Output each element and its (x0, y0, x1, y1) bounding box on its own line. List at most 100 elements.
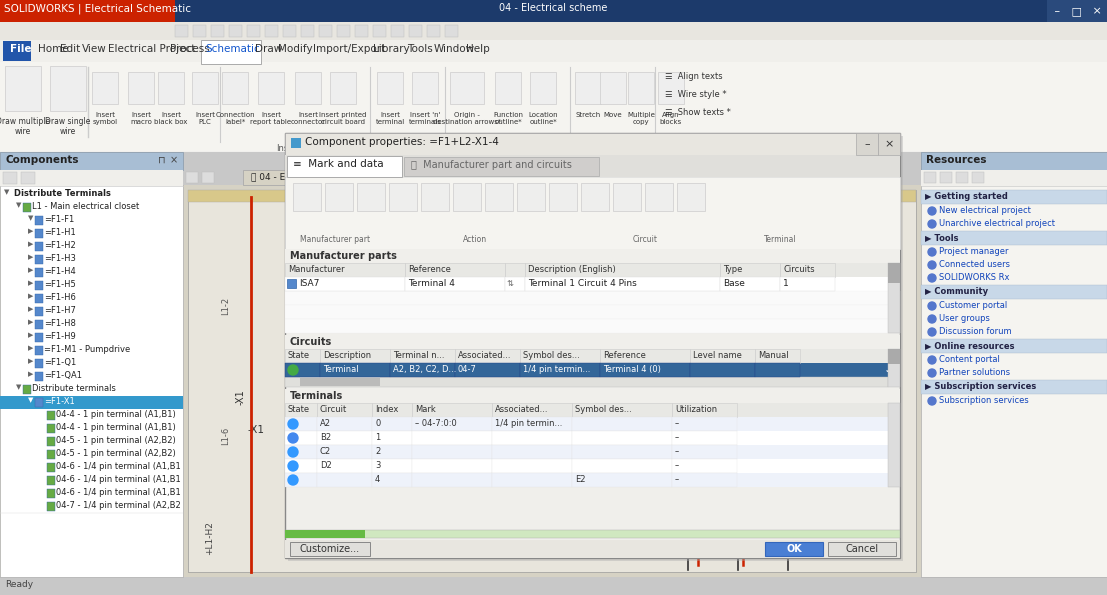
Bar (284, 473, 900, 487)
Text: ▶: ▶ (28, 241, 33, 247)
Bar (520, 349, 600, 363)
Text: Insert printed
circuit board: Insert printed circuit board (319, 112, 366, 125)
Text: 04-7: 04-7 (458, 365, 477, 374)
Bar (888, 263, 900, 333)
Bar (35, 229, 43, 238)
Bar (572, 459, 672, 473)
Text: □: □ (1068, 6, 1086, 16)
Bar (287, 279, 296, 288)
Text: Action: Action (463, 235, 487, 244)
Text: Help: Help (466, 44, 489, 54)
Text: Type: Type (723, 265, 743, 274)
Text: Circuits: Circuits (290, 337, 332, 347)
Text: 🔧  Manufacturer part and circuits: 🔧 Manufacturer part and circuits (411, 160, 572, 170)
Bar (0, 152, 1107, 170)
Bar (530, 72, 556, 104)
Bar (320, 363, 390, 377)
Text: –: – (675, 419, 680, 428)
Text: File: File (10, 44, 31, 54)
Text: =F1-H7: =F1-H7 (44, 306, 76, 315)
Bar (672, 431, 737, 445)
Bar (921, 380, 1107, 394)
Text: 04-5 - 1 pin terminal (A2,B2): 04-5 - 1 pin terminal (A2,B2) (56, 436, 176, 445)
Bar (0, 170, 183, 186)
Circle shape (928, 248, 937, 256)
Bar (301, 25, 314, 37)
Bar (600, 349, 690, 363)
Bar (412, 417, 492, 431)
Bar (525, 277, 720, 291)
Text: =F1-H9: =F1-H9 (44, 332, 75, 341)
Bar (390, 349, 455, 363)
Bar (372, 431, 412, 445)
Bar (600, 363, 690, 377)
Bar (23, 385, 31, 394)
Bar (284, 473, 317, 487)
Bar (284, 417, 900, 431)
Bar (284, 431, 900, 445)
Bar (921, 170, 1107, 577)
Bar (284, 249, 900, 263)
Bar (1087, 0, 1107, 22)
Text: ⊓: ⊓ (158, 155, 166, 165)
Text: =F1-M1 - Pumpdrive: =F1-M1 - Pumpdrive (44, 345, 131, 354)
Bar (921, 285, 1107, 299)
Text: Description: Description (323, 351, 371, 360)
Text: L3-6: L3-6 (728, 464, 738, 485)
Text: ☰  Show texts *: ☰ Show texts * (665, 108, 731, 117)
Text: C2: C2 (320, 447, 331, 456)
Bar (0, 0, 175, 22)
Text: –: – (675, 447, 680, 456)
Bar (0, 40, 1107, 62)
Text: Draw single
wire: Draw single wire (45, 117, 91, 136)
Bar (613, 183, 641, 211)
Bar (284, 305, 900, 319)
Bar (355, 25, 368, 37)
Bar (35, 333, 43, 342)
Text: ▶: ▶ (28, 280, 33, 286)
Bar (755, 349, 800, 363)
Text: Stretch: Stretch (576, 112, 601, 118)
Bar (284, 417, 317, 431)
Text: =F1-Q1: =F1-Q1 (44, 358, 76, 367)
Text: ▶ Community: ▶ Community (925, 287, 989, 296)
Bar (658, 72, 684, 104)
Text: Manufacturer parts: Manufacturer parts (290, 251, 397, 261)
Text: L1 - Main electrical closet: L1 - Main electrical closet (32, 202, 139, 211)
Text: Insert
connector: Insert connector (290, 112, 325, 125)
Text: 04-4 - 1 pin terminal (A1,B1): 04-4 - 1 pin terminal (A1,B1) (56, 423, 176, 432)
Circle shape (928, 220, 937, 228)
Bar (35, 268, 43, 277)
Bar (223, 72, 248, 104)
Bar (284, 363, 900, 377)
Text: Associated...: Associated... (458, 351, 511, 360)
Text: Electrical Project: Electrical Project (108, 44, 195, 54)
Text: 1/4 pin termin...: 1/4 pin termin... (495, 419, 562, 428)
Bar (921, 231, 1107, 245)
Bar (517, 183, 545, 211)
Bar (183, 170, 921, 185)
Text: Insertion: Insertion (277, 144, 313, 153)
Text: –: – (675, 433, 680, 442)
Text: Index: Index (375, 405, 399, 414)
Bar (492, 403, 572, 417)
Text: Draw multiple
wire: Draw multiple wire (0, 117, 50, 136)
Bar (485, 183, 513, 211)
Circle shape (928, 315, 937, 323)
Bar (0, 62, 1107, 152)
Text: –: – (865, 139, 870, 149)
Bar (672, 417, 737, 431)
Bar (284, 349, 320, 363)
Bar (372, 445, 412, 459)
Bar (427, 25, 439, 37)
Text: ▶: ▶ (28, 319, 33, 325)
Text: ISA7: ISA7 (299, 279, 320, 288)
Bar (317, 403, 372, 417)
Bar (412, 431, 492, 445)
Text: ▶: ▶ (28, 332, 33, 338)
Bar (35, 216, 43, 225)
Text: SOLIDWORKS | Electrical Schematic: SOLIDWORKS | Electrical Schematic (4, 3, 192, 14)
Bar (492, 431, 572, 445)
Bar (888, 349, 900, 387)
Text: Process: Process (170, 44, 209, 54)
